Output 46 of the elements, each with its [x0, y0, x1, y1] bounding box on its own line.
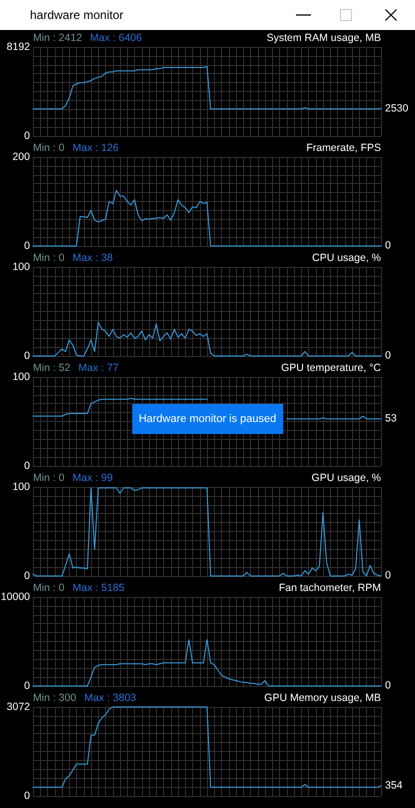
text: Max : 99 — [72, 472, 113, 484]
text: Min : 0 — [33, 472, 65, 484]
y-tick-label: 0 — [24, 240, 30, 252]
text: Max : 5185 — [72, 582, 124, 594]
y-tick-label: 0 — [24, 460, 30, 472]
line-series — [32, 487, 382, 576]
chart-title: Framerate, FPS — [306, 142, 381, 155]
y-tick-label: 8192 — [6, 41, 30, 53]
chart-title: System RAM usage, MB — [266, 32, 381, 45]
chart-title: CPU usage, % — [312, 252, 381, 265]
y-tick-label: 100 — [12, 261, 30, 273]
text: Max : 6406 — [90, 32, 142, 44]
text: Max : 3803 — [84, 692, 136, 704]
y-tick-label: 0 — [24, 130, 30, 142]
data-label: 2530 — [385, 102, 408, 115]
text: Min : 300 — [33, 692, 76, 704]
y-tick-label: 10000 — [0, 591, 30, 603]
data-label: 0 — [385, 240, 391, 252]
text: Min : 2412 — [33, 32, 82, 44]
text: Min : 0 — [33, 252, 65, 264]
data-label: 0 — [385, 570, 391, 582]
annotation: Hardware monitor is paused — [132, 404, 284, 434]
chart-title: GPU Memory usage, MB — [264, 692, 381, 705]
y-tick-label: 0 — [24, 680, 30, 692]
text: Min : 0 — [33, 582, 65, 594]
text: hardware monitor — [30, 7, 124, 24]
text: Max : 38 — [72, 252, 113, 264]
line-series — [32, 66, 382, 110]
data-label: 0 — [385, 350, 391, 362]
text: Min : 52 — [33, 362, 70, 374]
chart-title: GPU temperature, °C — [281, 362, 381, 375]
y-tick-label: 0 — [24, 570, 30, 582]
text: Min : 0 — [33, 142, 65, 154]
y-tick-label: 100 — [12, 371, 30, 383]
y-tick-label: 100 — [12, 481, 30, 493]
data-label: 354 — [385, 779, 403, 792]
y-tick-label: 3072 — [6, 701, 30, 713]
data-label: 0 — [385, 680, 391, 692]
chart-title: Fan tachometer, RPM — [278, 582, 381, 595]
data-label: 53 — [385, 412, 397, 426]
text: Max : 77 — [78, 362, 119, 374]
y-tick-label: 0 — [24, 790, 30, 802]
text: Max : 126 — [72, 142, 119, 154]
chart-title: GPU usage, % — [312, 472, 381, 485]
y-tick-label: 0 — [24, 350, 30, 362]
y-tick-label: 200 — [12, 151, 30, 163]
